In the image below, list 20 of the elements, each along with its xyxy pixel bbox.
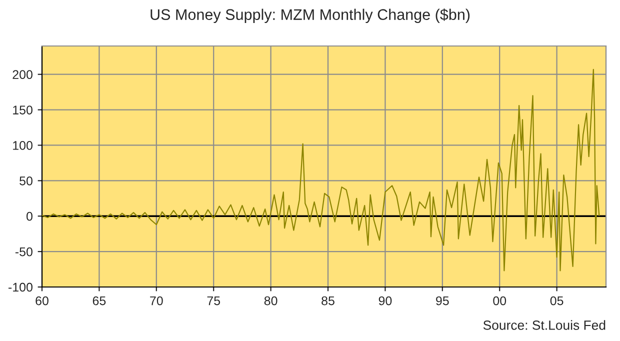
y-tick-label: 0: [26, 212, 32, 221]
x-tick-label: 95: [436, 296, 449, 306]
y-tick-label: -50: [15, 247, 32, 256]
chart-title: US Money Supply: MZM Monthly Change ($bn): [150, 8, 470, 24]
x-tick-label: 65: [92, 296, 106, 306]
x-tick-label: 85: [322, 296, 334, 306]
y-tick-label: 100: [13, 141, 32, 150]
source-note: Source: St.Louis Fed: [483, 320, 606, 330]
y-tick-label: 150: [13, 106, 32, 114]
x-tick-label: 60: [36, 296, 48, 306]
y-tick-label: 200: [12, 70, 32, 80]
x-tick-label: 05: [550, 296, 564, 306]
line-series: [42, 68, 600, 272]
x-tick-label: 70: [150, 296, 163, 306]
x-tick-label: 90: [378, 296, 392, 306]
x-tick-label: 00: [493, 296, 506, 306]
x-tick-label: 80: [264, 296, 278, 306]
x-tick-label: 75: [207, 296, 220, 306]
y-tick-label: -100: [8, 282, 32, 292]
y-tick-label: 50: [20, 176, 32, 186]
